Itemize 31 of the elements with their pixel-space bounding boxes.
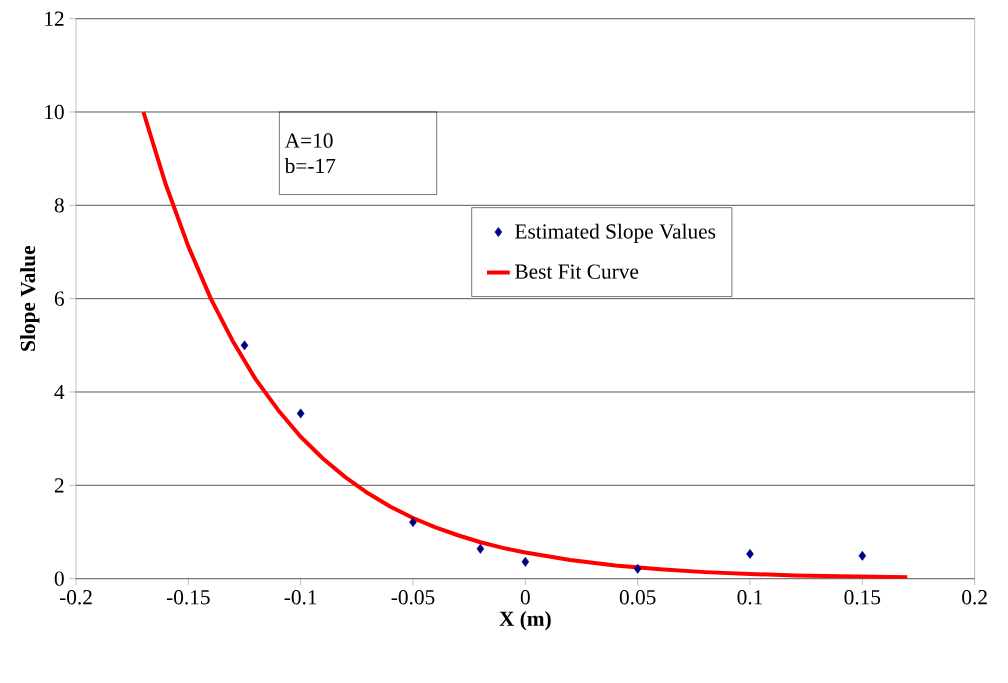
y-tick-label: 4 bbox=[54, 385, 65, 400]
y-tick-label: 8 bbox=[54, 198, 64, 213]
x-tick-label: 0 bbox=[520, 590, 530, 605]
annotation: A=10 bbox=[284, 133, 333, 148]
x-tick-label: 0.2 bbox=[962, 590, 987, 605]
point bbox=[633, 564, 642, 574]
x-tick-label: 0.15 bbox=[844, 590, 881, 605]
point bbox=[296, 408, 305, 419]
annotation: b=-17 bbox=[284, 158, 336, 174]
point bbox=[409, 517, 417, 528]
y-tick-label: 0 bbox=[54, 571, 64, 587]
x-tick-label: -0.1 bbox=[284, 590, 317, 605]
x-tick-label: -0.05 bbox=[391, 590, 435, 605]
point bbox=[521, 557, 530, 567]
x-tick-label: 0.1 bbox=[737, 590, 763, 605]
line-series bbox=[141, 110, 910, 579]
point bbox=[858, 551, 867, 561]
y-tick-label: 12 bbox=[45, 11, 64, 26]
legend-label: Estimated Slope Values bbox=[515, 223, 716, 244]
point bbox=[746, 549, 754, 560]
point bbox=[476, 544, 485, 554]
y-tick-label: 6 bbox=[54, 291, 64, 306]
x-tick-label: -0.2 bbox=[59, 590, 92, 605]
x-tick-label: 0.05 bbox=[619, 590, 656, 605]
point bbox=[240, 340, 249, 351]
legend-label: Best Fit Curve bbox=[515, 264, 639, 279]
x-tick-label: -0.15 bbox=[166, 590, 210, 605]
y-tick-label: 10 bbox=[45, 104, 64, 120]
y-tick-label: 2 bbox=[54, 478, 64, 493]
y-axis-title: Slope Value bbox=[20, 246, 40, 351]
x-axis-title: X (m) bbox=[499, 611, 551, 631]
